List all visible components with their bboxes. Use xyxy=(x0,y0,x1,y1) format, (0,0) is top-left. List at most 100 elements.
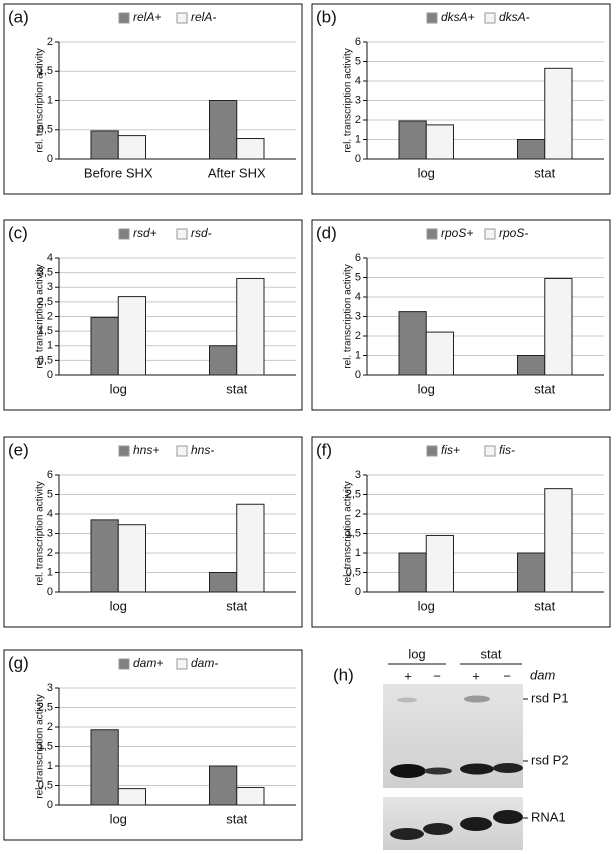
bar xyxy=(398,120,427,160)
y-axis-label: rel. transcription activity xyxy=(343,48,354,152)
y-tick-label: 2 xyxy=(47,547,53,559)
panel-label: (f) xyxy=(316,440,332,459)
legend-label: hns+ xyxy=(133,443,159,457)
gel-band xyxy=(460,817,492,831)
y-axis-label: rel. transcription activity xyxy=(35,694,46,798)
panel-frame xyxy=(3,649,303,841)
y-axis-label: rel. transcription activity xyxy=(343,264,354,368)
gel-band xyxy=(464,695,490,703)
x-tick-label: log xyxy=(110,381,127,396)
band-label: rsd P1 xyxy=(531,690,569,705)
y-tick-label: 6 xyxy=(47,469,53,481)
y-tick-label: 5 xyxy=(355,55,361,67)
y-tick-label: 6 xyxy=(355,252,361,264)
band-label: RNA1 xyxy=(531,809,566,824)
y-tick-label: 0,5 xyxy=(346,566,361,578)
panel-frame xyxy=(311,3,611,195)
panel-label: (h) xyxy=(333,665,354,684)
y-tick-label: 0 xyxy=(355,586,361,598)
bar xyxy=(117,135,147,160)
x-tick-label: stat xyxy=(534,598,555,613)
lane-label: + xyxy=(472,668,480,683)
gel-band xyxy=(424,767,452,775)
gel-band xyxy=(423,823,453,835)
y-tick-label: 2 xyxy=(47,310,53,322)
panel-label: (b) xyxy=(316,7,337,26)
y-tick-label: 1 xyxy=(47,94,53,106)
y-tick-label: 4 xyxy=(47,508,53,520)
legend-label: fis- xyxy=(499,443,515,457)
gel-band xyxy=(390,828,424,840)
gel-band xyxy=(493,810,523,824)
y-tick-label: 1,5 xyxy=(38,65,53,77)
y-tick-label: 1 xyxy=(47,340,53,352)
y-axis-label: rel. transcription activity xyxy=(343,481,354,585)
legend-swatch xyxy=(484,445,496,457)
legend-label: fis+ xyxy=(441,443,460,457)
bar xyxy=(236,138,265,160)
bar xyxy=(208,100,238,160)
y-tick-label: 2,5 xyxy=(38,296,53,308)
legend-swatch xyxy=(118,228,130,240)
y-tick-label: 3,5 xyxy=(38,267,53,279)
y-tick-label: 1 xyxy=(47,566,53,578)
y-tick-label: 2 xyxy=(355,330,361,342)
bar xyxy=(544,488,573,593)
bar xyxy=(117,788,147,806)
y-tick-label: 2 xyxy=(47,36,53,48)
legend-swatch xyxy=(118,12,130,24)
y-tick-label: 1,5 xyxy=(38,325,53,337)
y-tick-label: 5 xyxy=(47,488,53,500)
legend-swatch xyxy=(176,228,188,240)
y-tick-label: 0 xyxy=(47,586,53,598)
legend-swatch xyxy=(484,12,496,24)
y-tick-label: 3 xyxy=(355,310,361,322)
bar xyxy=(117,296,147,376)
y-tick-label: 0 xyxy=(47,369,53,381)
group-label: stat xyxy=(481,646,502,661)
lane-label: + xyxy=(404,668,412,683)
x-tick-label: log xyxy=(418,598,435,613)
y-tick-label: 3 xyxy=(355,94,361,106)
panel-label: (g) xyxy=(8,653,29,672)
legend-label: rpoS+ xyxy=(441,226,473,240)
bar xyxy=(208,345,238,376)
factor-label: dam xyxy=(530,667,555,682)
y-tick-label: 1 xyxy=(355,349,361,361)
y-tick-label: 1 xyxy=(355,547,361,559)
panel-label: (d) xyxy=(316,223,337,242)
y-tick-label: 4 xyxy=(47,252,53,264)
y-tick-label: 5 xyxy=(355,271,361,283)
y-tick-label: 2 xyxy=(355,114,361,126)
panel-frame xyxy=(311,436,611,628)
legend-swatch xyxy=(426,228,438,240)
gel-band xyxy=(397,697,417,703)
bar xyxy=(90,729,119,806)
group-label: log xyxy=(408,646,425,661)
bar xyxy=(236,503,265,593)
bar xyxy=(516,355,546,376)
x-tick-label: log xyxy=(110,811,127,826)
gel-band xyxy=(390,764,426,778)
x-tick-label: stat xyxy=(534,165,555,180)
x-tick-label: stat xyxy=(226,598,247,613)
y-tick-label: 1 xyxy=(47,760,53,772)
y-axis-label: rel. transcription activity xyxy=(35,264,46,368)
y-tick-label: 0,5 xyxy=(38,779,53,791)
y-tick-label: 0,5 xyxy=(38,124,53,136)
legend-label: dksA+ xyxy=(441,10,475,24)
y-tick-label: 0,5 xyxy=(38,354,53,366)
bar xyxy=(90,519,119,593)
legend-swatch xyxy=(426,12,438,24)
legend-swatch xyxy=(484,228,496,240)
y-tick-label: 2 xyxy=(47,721,53,733)
x-tick-label: log xyxy=(418,381,435,396)
y-tick-label: 0 xyxy=(355,369,361,381)
legend-label: relA- xyxy=(191,10,216,24)
legend-label: relA+ xyxy=(133,10,161,24)
